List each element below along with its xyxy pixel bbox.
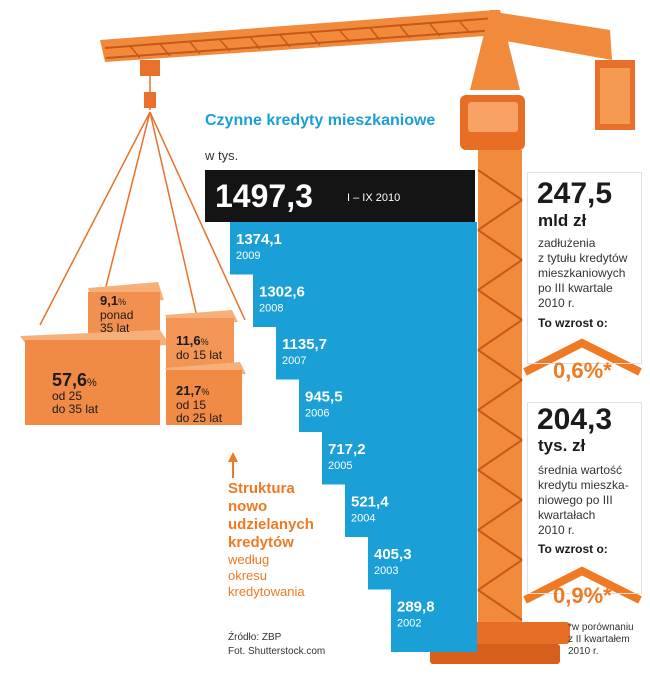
stat2-desc: średnia wartość kredytu mieszka-niowego p…	[538, 463, 629, 538]
bar-year-2007: 2007	[282, 355, 306, 367]
structure-title: Struktura nowo udzielanych kredytów	[228, 480, 314, 552]
photo-credit: Fot. Shutterstock.com	[228, 646, 326, 657]
stat2-growth-label: To wzrost o:	[538, 542, 608, 556]
counter-jib	[495, 12, 612, 60]
structure-sub-line-2: kredytowania	[228, 584, 305, 599]
bar-year-2004: 2004	[351, 513, 375, 525]
structure-sub-line-0: według	[228, 552, 270, 567]
bar-value-2005: 717,2	[328, 441, 366, 458]
highlight-value: 1497,3	[215, 178, 313, 214]
stat2-desc-line-2: niowego po III	[538, 493, 613, 507]
stat2-desc-line-0: średnia wartość	[538, 463, 623, 477]
bar-value-2004: 521,4	[351, 494, 389, 511]
bar-year-2002: 2002	[397, 618, 421, 630]
box-label-15-25: 21,7% od 15 do 25 lat	[176, 383, 223, 425]
bar-year-2005: 2005	[328, 460, 352, 472]
footnote: *w porównaniu z II kwartałem 2010 r.	[568, 622, 634, 658]
footnote-line-2: 2010 r.	[568, 646, 599, 657]
bar-2004	[345, 484, 477, 537]
stat-panel-1	[527, 172, 642, 364]
structure-subtitle: według okresu kredytowania	[228, 552, 305, 600]
bar-year-2009: 2009	[236, 250, 260, 262]
bar-2003	[368, 537, 477, 590]
bar-2006	[299, 379, 477, 432]
bar-value-2007: 1135,7	[282, 336, 327, 353]
box-label-25-35: 57,6% od 25 do 35 lat	[52, 370, 99, 416]
roof-icon-1	[523, 338, 642, 376]
structure-sub-line-1: okresu	[228, 568, 268, 583]
stat1-growth-label: To wzrost o:	[538, 316, 608, 330]
stat1-desc-line-2: mieszkaniowych	[538, 266, 626, 280]
hook-icon	[144, 92, 156, 108]
stat1-growth: 0,6%*	[553, 358, 612, 383]
bar-2002	[391, 589, 477, 652]
bar-value-2002: 289,8	[397, 599, 435, 616]
footnote-line-1: z II kwartałem	[568, 634, 630, 645]
stat1-desc-line-3: po III kwartale	[538, 281, 613, 295]
box-label-up-to-15: 11,6% do 15 lat	[176, 333, 223, 362]
crane-top	[470, 10, 520, 90]
structure-title-line-2: udzielanych	[228, 516, 314, 533]
bar-year-2006: 2006	[305, 408, 329, 420]
structure-title-line-3: kredytów	[228, 534, 294, 551]
bar-year-2003: 2003	[374, 565, 398, 577]
bar-value-2009: 1374,1	[236, 231, 282, 248]
stat1-desc-line-4: 2010 r.	[538, 296, 575, 310]
bar-year-2008: 2008	[259, 303, 283, 315]
stat1-value: 247,5	[537, 177, 613, 210]
bar-value-2008: 1302,6	[259, 284, 305, 301]
roof-icon-2	[523, 566, 642, 604]
footnote-line-0: *w porównaniu	[568, 622, 634, 633]
bar-2009	[230, 222, 477, 275]
chart-unit: w tys.	[205, 148, 239, 163]
stat2-unit: tys. zł	[538, 436, 586, 455]
structure-title-line-1: nowo	[228, 498, 268, 515]
bar-2005	[322, 432, 477, 485]
stat2-desc-line-4: 2010 r.	[538, 523, 575, 537]
highlight-label: I – IX 2010	[347, 192, 401, 204]
bar-value-2006: 945,5	[305, 389, 343, 406]
bar-2007	[276, 327, 477, 380]
bar-2008	[253, 274, 477, 327]
stat2-growth: 0,9%*	[553, 583, 612, 608]
bar-value-2003: 405,3	[374, 546, 412, 563]
source-note: Źródło: ZBP	[228, 632, 282, 643]
crane-mast	[477, 150, 523, 630]
stat2-value: 204,3	[537, 403, 613, 436]
crane-jib	[100, 10, 500, 76]
highlight-bar: 1497,3 I – IX 2010	[205, 170, 475, 222]
stat1-desc: zadłużenia z tytułu kredytów mieszkaniowyc…	[538, 236, 627, 311]
stat1-desc-line-1: z tytułu kredytów	[538, 251, 628, 265]
stat2-desc-line-3: kwartałach	[538, 508, 596, 522]
stat1-desc-line-0: zadłużenia	[538, 236, 596, 250]
structure-title-line-0: Struktura	[228, 480, 295, 497]
stat-panel-2	[527, 402, 642, 594]
chart-title: Czynne kredyty mieszkaniowe	[205, 112, 436, 129]
cargo-boxes	[20, 282, 246, 425]
stat1-unit: mld zł	[538, 211, 587, 230]
stat2-desc-line-1: kredytu mieszka-	[538, 478, 629, 492]
box-label-over-35: 9,1% ponad 35 lat	[100, 293, 134, 335]
